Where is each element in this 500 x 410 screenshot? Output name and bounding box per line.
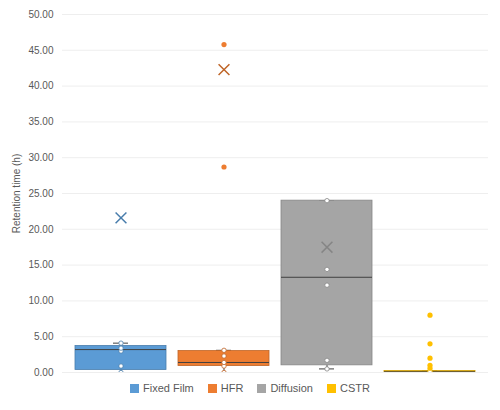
html-text:Fixed Film: Fixed Film bbox=[143, 382, 194, 394]
svg-text:45.00: 45.00 bbox=[28, 45, 53, 56]
html-text:CSTR: CSTR bbox=[340, 382, 370, 394]
html-text:HFR: HFR bbox=[220, 382, 244, 394]
svg-text:40.00: 40.00 bbox=[28, 80, 53, 91]
svg-text:25.00: 25.00 bbox=[28, 188, 53, 199]
svg-text:30.00: 30.00 bbox=[28, 152, 53, 163]
html-text:Diffusion: Diffusion bbox=[270, 382, 313, 394]
svg-text:50.00: 50.00 bbox=[28, 9, 53, 20]
svg-text:35.00: 35.00 bbox=[28, 116, 53, 127]
svg-text:20.00: 20.00 bbox=[28, 224, 53, 235]
svg-text:Retention time (h): Retention time (h) bbox=[11, 154, 22, 233]
svg-text:5.00: 5.00 bbox=[34, 331, 54, 342]
svg-text:15.00: 15.00 bbox=[28, 259, 53, 270]
svg-text:10.00: 10.00 bbox=[28, 295, 53, 306]
svg-text:0.00: 0.00 bbox=[34, 367, 54, 378]
